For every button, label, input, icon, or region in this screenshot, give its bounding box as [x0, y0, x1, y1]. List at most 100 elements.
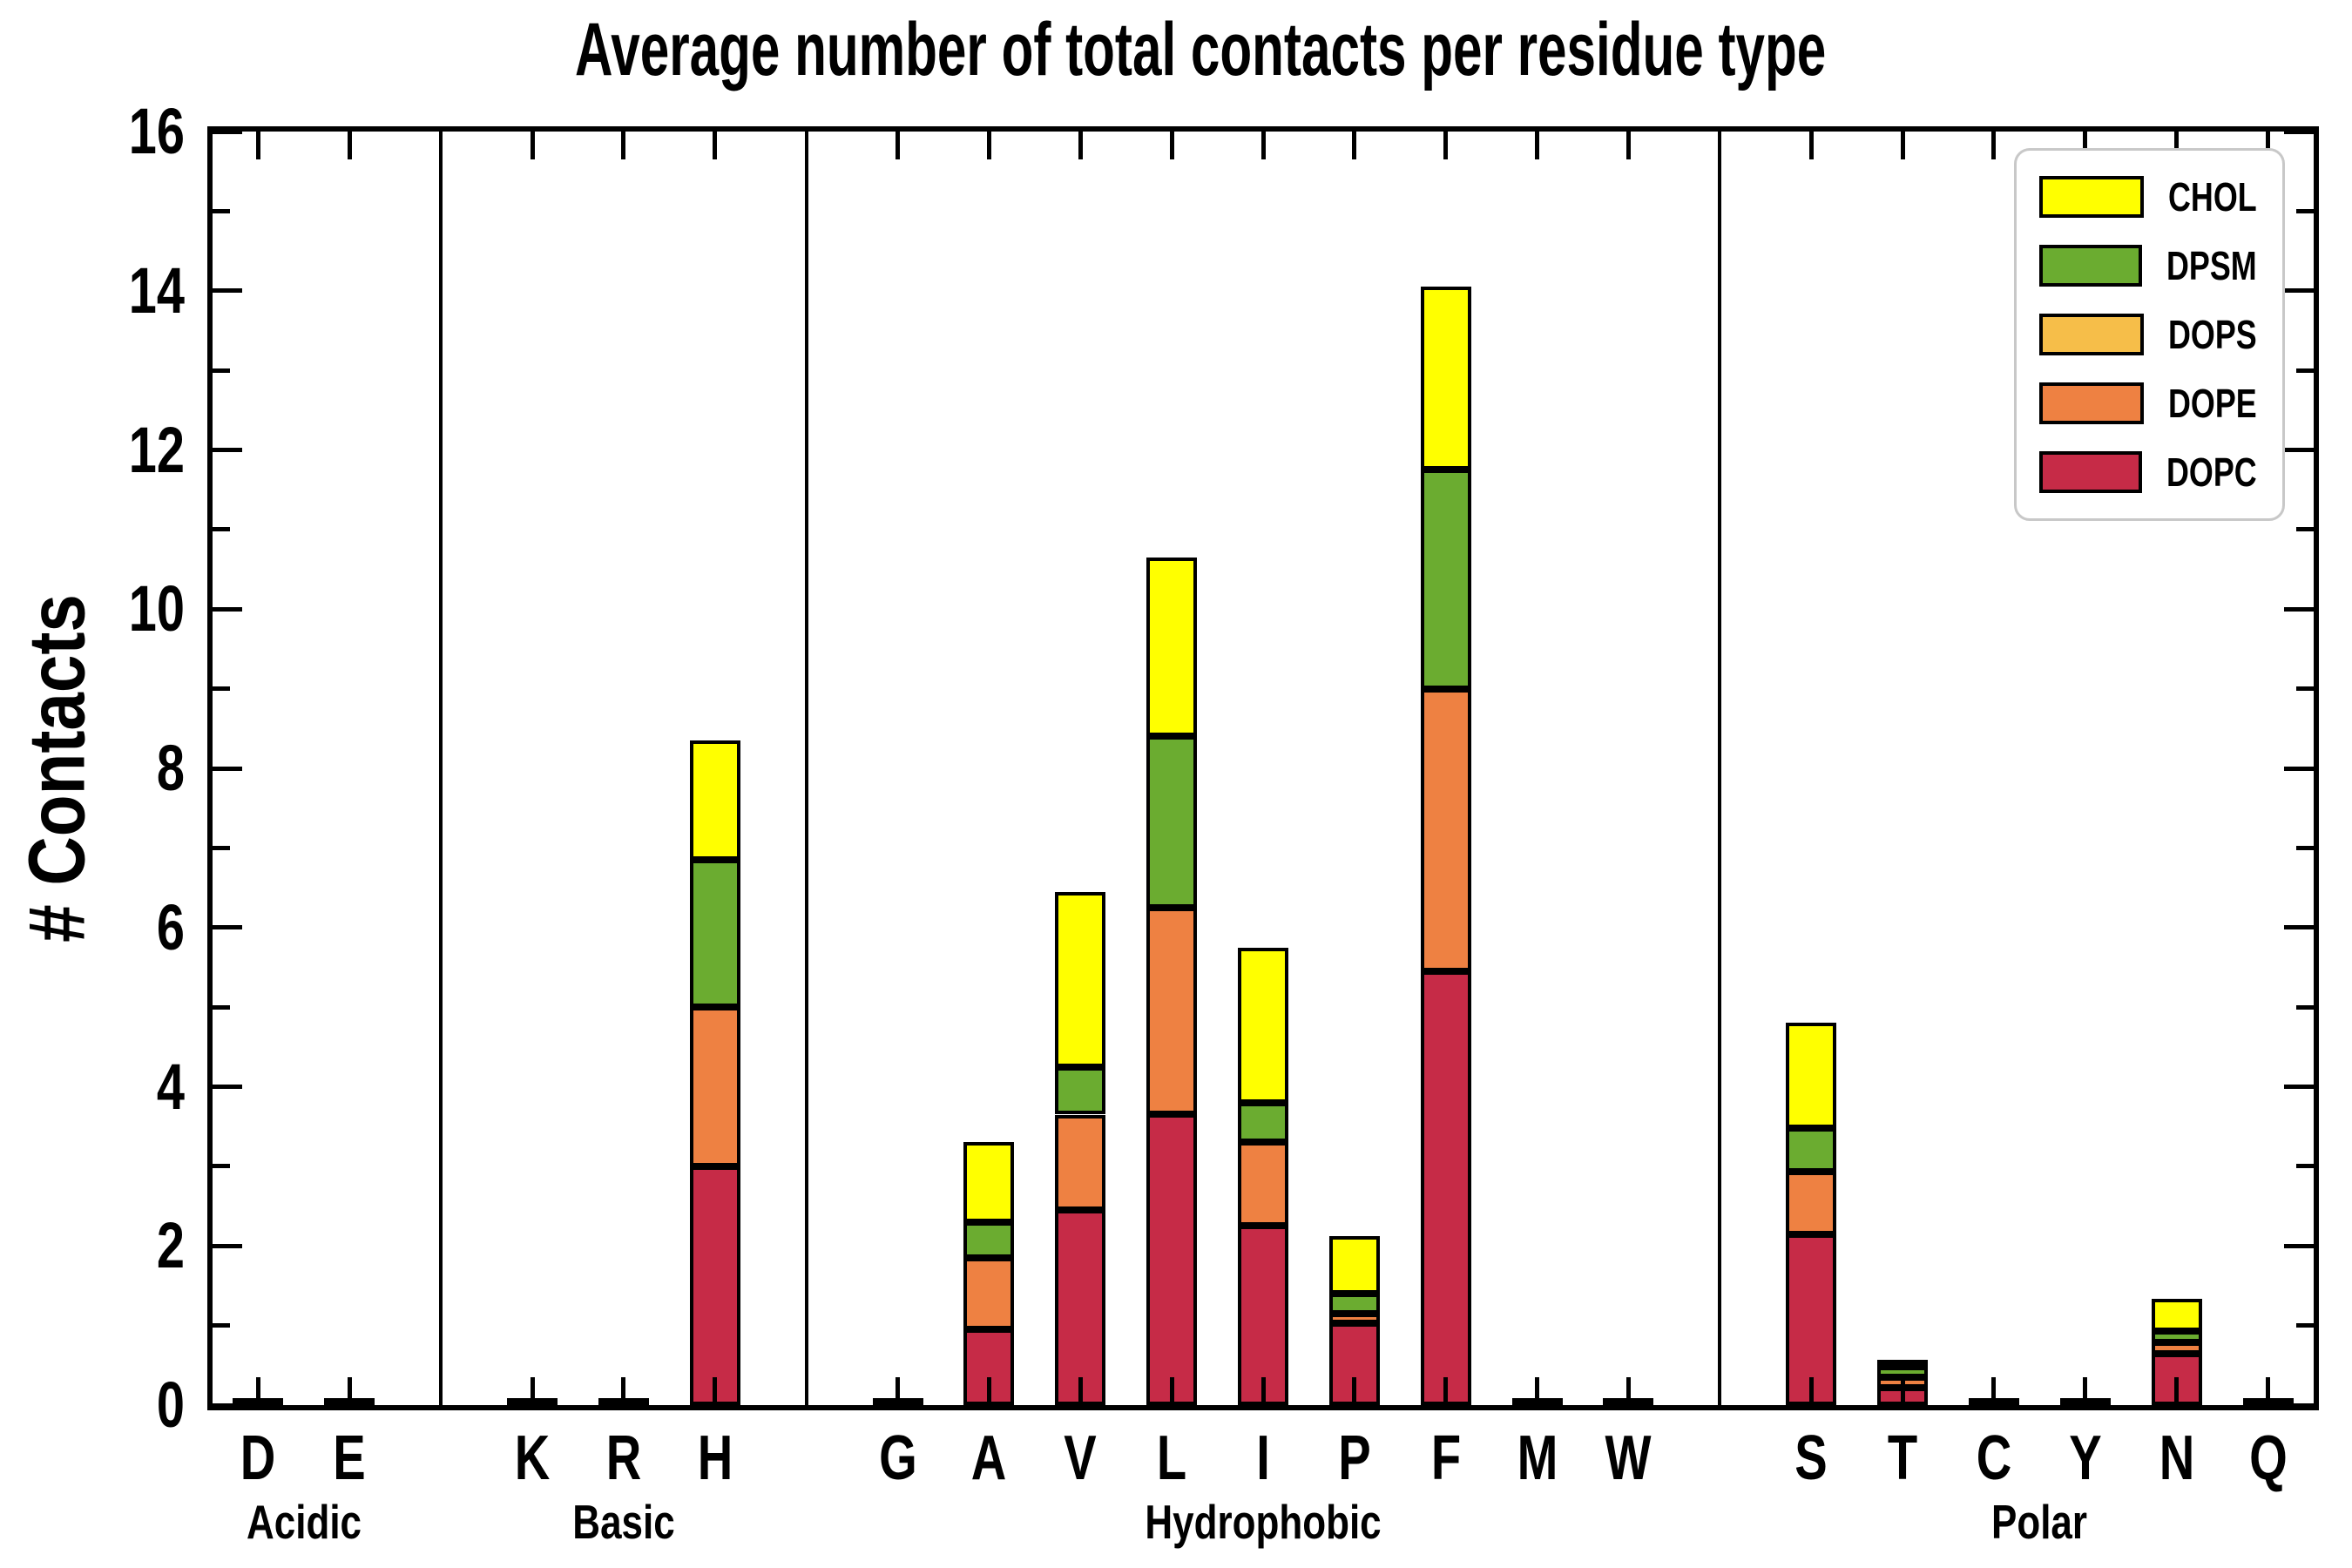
x-tick [621, 132, 626, 159]
bar-segment-I-DPSM [1238, 1102, 1288, 1143]
x-tick [2174, 132, 2180, 159]
group-label: Basic [572, 1495, 675, 1549]
y-tick [213, 1243, 242, 1248]
bar-segment-H-CHOL [689, 740, 740, 861]
x-tick-label: Q [2248, 1423, 2288, 1493]
x-tick-label: C [1976, 1423, 2012, 1493]
bar-segment-H-DOPC [689, 1166, 740, 1405]
x-tick [347, 1377, 352, 1405]
x-tick [986, 1377, 991, 1405]
y-tick-label: 4 [156, 1050, 185, 1123]
y-tick [2284, 1085, 2314, 1089]
bar-segment-N-CHOL [2151, 1298, 2202, 1332]
x-tick-label: K [514, 1423, 551, 1493]
x-tick [1535, 132, 1540, 159]
x-tick [530, 132, 535, 159]
x-tick-label: L [1156, 1423, 1187, 1493]
y-tick-label: 8 [156, 732, 185, 804]
x-tick [1625, 132, 1631, 159]
legend-item: DOPS [2039, 311, 2282, 358]
y-tick [2284, 1243, 2314, 1248]
x-tick [1808, 1377, 1814, 1405]
x-tick-label: A [971, 1423, 1007, 1493]
group-label: Hydrophobic [1145, 1495, 1382, 1549]
bar-segment-N-DPSM [2151, 1331, 2202, 1342]
y-tick-label: 14 [128, 253, 185, 327]
x-tick-label: D [240, 1423, 276, 1493]
y-tick [213, 1402, 242, 1408]
y-tick [2284, 129, 2314, 134]
x-tick [1169, 132, 1174, 159]
y-tick [213, 448, 242, 452]
bar-segment-F-CHOL [1420, 287, 1471, 470]
x-tick-label: N [2159, 1423, 2194, 1493]
y-tick [2296, 527, 2314, 532]
legend: CHOL DPSM DOPS DOPE DOPC [2014, 148, 2285, 521]
bar-segment-S-CHOL [1786, 1022, 1837, 1129]
y-tick [213, 288, 242, 294]
x-tick [1991, 1377, 1997, 1405]
bar-segment-V-DOPE [1055, 1114, 1106, 1211]
x-tick [1991, 132, 1997, 159]
x-tick-label: S [1794, 1423, 1828, 1493]
x-tick [1169, 1377, 1174, 1405]
y-tick [2284, 925, 2314, 930]
bar-segment-N-DOPE [2151, 1342, 2202, 1354]
y-tick-label: 2 [156, 1209, 185, 1282]
x-tick [713, 132, 718, 159]
x-tick [896, 1377, 901, 1405]
y-tick-label: 0 [156, 1369, 185, 1441]
y-tick [2296, 686, 2314, 692]
bar-segment-H-DPSM [689, 860, 740, 1008]
legend-swatch-dops [2039, 313, 2144, 355]
x-tick [1260, 132, 1266, 159]
y-tick [2296, 845, 2314, 850]
bar-segment-V-DOPC [1055, 1210, 1106, 1405]
y-tick [213, 925, 242, 930]
y-tick-label: 6 [156, 890, 185, 963]
x-tick [530, 1377, 535, 1405]
legend-swatch-chol [2039, 176, 2144, 219]
y-tick [2296, 1164, 2314, 1169]
bar-segment-L-CHOL [1146, 557, 1198, 737]
legend-item: DPSM [2039, 242, 2282, 289]
y-tick [2284, 766, 2314, 771]
x-tick [255, 1377, 260, 1405]
legend-swatch-dope [2039, 382, 2144, 424]
bar-segment-P-DOPE [1328, 1313, 1380, 1323]
legend-item: DOPE [2039, 380, 2282, 427]
bar-segment-I-CHOL [1238, 947, 1288, 1103]
y-tick-label: 10 [128, 572, 185, 645]
legend-label: DOPE [2168, 380, 2257, 426]
x-tick [1260, 1377, 1266, 1405]
legend-swatch-dopc [2039, 450, 2143, 493]
x-tick [2083, 132, 2088, 159]
y-tick [2296, 1323, 2314, 1328]
x-tick-label: W [1605, 1423, 1652, 1493]
y-tick [213, 766, 242, 771]
group-label: Polar [1991, 1495, 2088, 1549]
bar-segment-L-DOPE [1146, 907, 1198, 1115]
y-tick [213, 1164, 230, 1169]
y-tick [2284, 448, 2314, 452]
x-tick [1443, 1377, 1449, 1405]
x-tick-label: V [1064, 1423, 1097, 1493]
y-tick [213, 208, 230, 213]
group-separator [1718, 132, 1722, 1405]
x-tick [2083, 1377, 2088, 1405]
y-tick [213, 1004, 230, 1010]
x-tick-label: H [697, 1423, 733, 1493]
y-tick [213, 606, 242, 612]
y-tick-label: 12 [128, 413, 185, 486]
y-tick [213, 527, 230, 532]
bar-segment-V-CHOL [1055, 891, 1106, 1067]
y-tick [213, 368, 230, 373]
bar-segment-P-CHOL [1328, 1236, 1380, 1294]
y-tick [2284, 606, 2314, 612]
x-tick [1443, 132, 1449, 159]
bar-segment-F-DPSM [1420, 470, 1471, 689]
x-tick [1352, 132, 1357, 159]
legend-swatch-dpsm [2039, 245, 2143, 287]
y-tick [213, 129, 242, 134]
